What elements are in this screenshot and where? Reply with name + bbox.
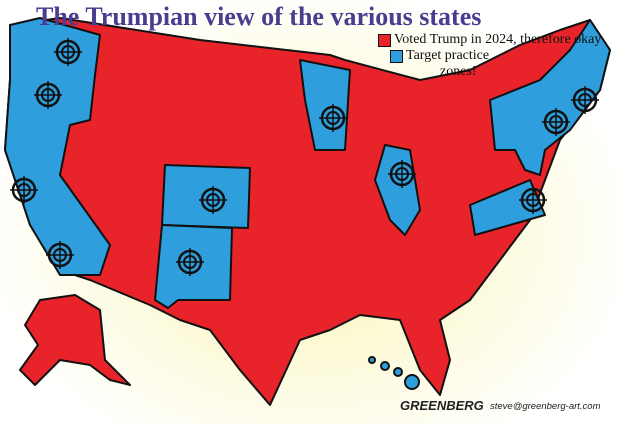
- state-hawaii: [368, 356, 420, 390]
- legend-label-blue-cont: zones!: [440, 64, 477, 79]
- state-colorado: [161, 164, 251, 229]
- crosshair-target-icon: [199, 186, 227, 214]
- crosshair-target-icon: [176, 248, 204, 276]
- artist-signature: GREENBERG: [400, 398, 484, 413]
- crosshair-target-icon: [319, 104, 347, 132]
- crosshair-target-icon: [388, 160, 416, 188]
- blue-swatch: [390, 49, 403, 63]
- state-virginia: [469, 179, 546, 236]
- crosshair-target-icon: [10, 176, 38, 204]
- crosshair-target-icon: [54, 38, 82, 66]
- state-alaska: [19, 294, 131, 386]
- red-swatch: [378, 33, 391, 47]
- legend-item-red: Voted Trump in 2024, therefore okay: [378, 32, 618, 48]
- crosshair-target-icon: [34, 81, 62, 109]
- crosshair-target-icon: [519, 186, 547, 214]
- crosshair-target-icon: [571, 86, 599, 114]
- legend-item-blue: Target practice: [378, 48, 618, 64]
- crosshair-target-icon: [542, 108, 570, 136]
- blue-northeast: [489, 19, 611, 176]
- red-states-mainland: [4, 17, 611, 406]
- crosshair-target-icon: [46, 241, 74, 269]
- blue-west-coast: [4, 17, 111, 276]
- legend-label-red: Voted Trump in 2024, therefore okay: [394, 32, 602, 47]
- state-illinois: [374, 144, 421, 236]
- legend-label-blue: Target practice: [406, 48, 490, 63]
- artist-email: steve@greenberg-art.com: [490, 401, 601, 412]
- legend: Voted Trump in 2024, therefore okay Targ…: [378, 32, 618, 80]
- targets-layer: [10, 38, 599, 276]
- cartoon-title: The Trumpian view of the various states: [36, 2, 482, 31]
